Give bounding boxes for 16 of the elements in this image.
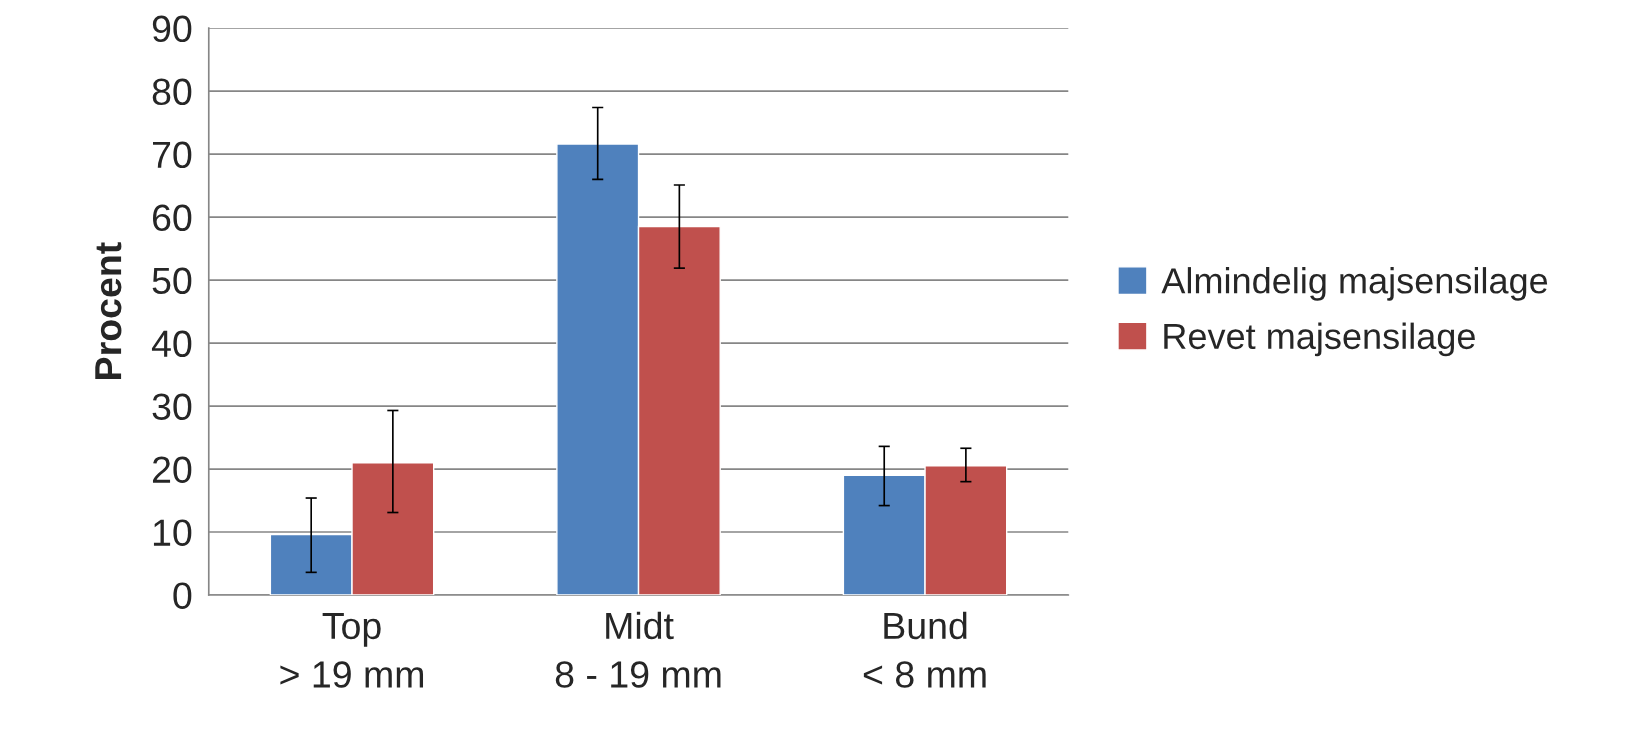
x-tick-label: Bund < 8 mm bbox=[863, 611, 986, 688]
y-tick-label: 30 bbox=[152, 393, 192, 421]
y-tick-label: 60 bbox=[152, 204, 192, 232]
y-tick-label: 50 bbox=[152, 267, 192, 295]
y-tick-label: 0 bbox=[173, 582, 192, 609]
x-tick-label: Midt 8 - 19 mm bbox=[555, 611, 721, 688]
y-tick-label: 80 bbox=[152, 78, 192, 106]
y-tick-label: 20 bbox=[152, 456, 192, 484]
y-tick-label: 90 bbox=[152, 15, 192, 43]
y-tick-label: 70 bbox=[153, 141, 192, 169]
legend-label: Revet majsensilage bbox=[1164, 322, 1475, 357]
y-axis-title: Procent bbox=[95, 242, 122, 379]
x-tick-label: Top > 19 mm bbox=[280, 613, 424, 688]
legend-label: Almindelig majsensilage bbox=[1161, 267, 1548, 301]
y-tick-label: 40 bbox=[151, 330, 192, 358]
y-tick-label: 10 bbox=[153, 519, 192, 546]
